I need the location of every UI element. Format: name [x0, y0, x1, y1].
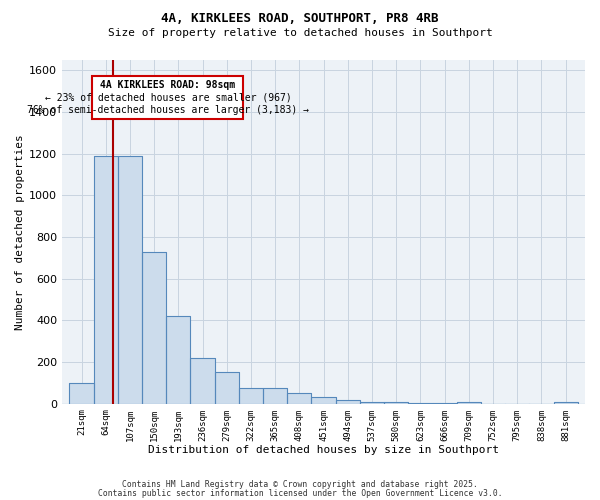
- Y-axis label: Number of detached properties: Number of detached properties: [15, 134, 25, 330]
- Text: Contains HM Land Registry data © Crown copyright and database right 2025.: Contains HM Land Registry data © Crown c…: [122, 480, 478, 489]
- Text: ← 23% of detached houses are smaller (967): ← 23% of detached houses are smaller (96…: [44, 92, 292, 102]
- Text: 76% of semi-detached houses are larger (3,183) →: 76% of semi-detached houses are larger (…: [27, 104, 309, 115]
- Text: Size of property relative to detached houses in Southport: Size of property relative to detached ho…: [107, 28, 493, 38]
- Text: 4A, KIRKLEES ROAD, SOUTHPORT, PR8 4RB: 4A, KIRKLEES ROAD, SOUTHPORT, PR8 4RB: [161, 12, 439, 26]
- X-axis label: Distribution of detached houses by size in Southport: Distribution of detached houses by size …: [148, 445, 499, 455]
- Text: 4A KIRKLEES ROAD: 98sqm: 4A KIRKLEES ROAD: 98sqm: [100, 80, 235, 90]
- FancyBboxPatch shape: [92, 76, 244, 120]
- Text: Contains public sector information licensed under the Open Government Licence v3: Contains public sector information licen…: [98, 488, 502, 498]
